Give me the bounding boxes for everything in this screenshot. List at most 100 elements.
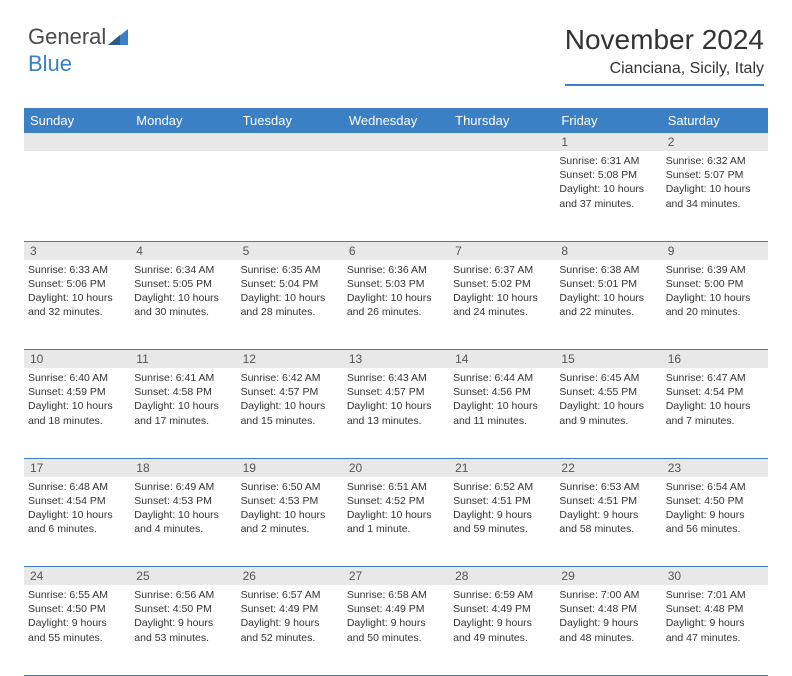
brand-part2: Blue [28,51,72,76]
day-details: Sunrise: 6:48 AMSunset: 4:54 PMDaylight:… [24,477,130,541]
sunrise-text: Sunrise: 6:38 AM [559,263,657,277]
day-cell: Sunrise: 6:36 AMSunset: 5:03 PMDaylight:… [343,260,449,350]
day-cell [130,151,236,241]
day-number: 6 [343,241,449,260]
sunset-text: Sunset: 4:50 PM [134,602,232,616]
sunrise-text: Sunrise: 6:36 AM [347,263,445,277]
day-details: Sunrise: 6:52 AMSunset: 4:51 PMDaylight:… [449,477,555,541]
day-details: Sunrise: 6:41 AMSunset: 4:58 PMDaylight:… [130,368,236,432]
day-number: 11 [130,350,236,369]
day-details: Sunrise: 6:34 AMSunset: 5:05 PMDaylight:… [130,260,236,324]
daylight-text: Daylight: 9 hours and 50 minutes. [347,616,445,644]
day-cell: Sunrise: 6:40 AMSunset: 4:59 PMDaylight:… [24,368,130,458]
sunset-text: Sunset: 5:07 PM [666,168,764,182]
sunrise-text: Sunrise: 6:39 AM [666,263,764,277]
sunrise-text: Sunrise: 6:34 AM [134,263,232,277]
day-cell: Sunrise: 6:44 AMSunset: 4:56 PMDaylight:… [449,368,555,458]
day-cell: Sunrise: 6:32 AMSunset: 5:07 PMDaylight:… [662,151,768,241]
day-number-row: 12 [24,133,768,151]
sunset-text: Sunset: 5:06 PM [28,277,126,291]
day-content-row: Sunrise: 6:40 AMSunset: 4:59 PMDaylight:… [24,368,768,458]
day-number: 12 [237,350,343,369]
day-number: 14 [449,350,555,369]
sunrise-text: Sunrise: 6:41 AM [134,371,232,385]
month-title: November 2024 [565,24,764,56]
day-details: Sunrise: 6:35 AMSunset: 5:04 PMDaylight:… [237,260,343,324]
day-number [130,133,236,151]
day-number: 2 [662,133,768,151]
day-number: 19 [237,458,343,477]
daylight-text: Daylight: 9 hours and 56 minutes. [666,508,764,536]
weekday-header: Wednesday [343,108,449,133]
sunset-text: Sunset: 4:49 PM [347,602,445,616]
day-details: Sunrise: 6:43 AMSunset: 4:57 PMDaylight:… [343,368,449,432]
day-details: Sunrise: 6:31 AMSunset: 5:08 PMDaylight:… [555,151,661,215]
sunrise-text: Sunrise: 6:55 AM [28,588,126,602]
daylight-text: Daylight: 10 hours and 7 minutes. [666,399,764,427]
day-number: 26 [237,567,343,586]
day-number [237,133,343,151]
sunrise-text: Sunrise: 6:31 AM [559,154,657,168]
location-label: Cianciana, Sicily, Italy [565,60,764,86]
brand-part1: General [28,24,106,49]
daylight-text: Daylight: 9 hours and 49 minutes. [453,616,551,644]
sunset-text: Sunset: 4:55 PM [559,385,657,399]
sunset-text: Sunset: 4:56 PM [453,385,551,399]
weekday-header-row: SundayMondayTuesdayWednesdayThursdayFrid… [24,108,768,133]
sunset-text: Sunset: 5:00 PM [666,277,764,291]
day-number: 30 [662,567,768,586]
daylight-text: Daylight: 10 hours and 1 minute. [347,508,445,536]
day-cell: Sunrise: 6:50 AMSunset: 4:53 PMDaylight:… [237,477,343,567]
day-cell [343,151,449,241]
daylight-text: Daylight: 10 hours and 2 minutes. [241,508,339,536]
sunrise-text: Sunrise: 6:51 AM [347,480,445,494]
sunset-text: Sunset: 5:01 PM [559,277,657,291]
day-cell: Sunrise: 6:49 AMSunset: 4:53 PMDaylight:… [130,477,236,567]
sunset-text: Sunset: 4:50 PM [28,602,126,616]
daylight-text: Daylight: 10 hours and 37 minutes. [559,182,657,210]
day-details: Sunrise: 6:58 AMSunset: 4:49 PMDaylight:… [343,585,449,649]
sunset-text: Sunset: 4:54 PM [666,385,764,399]
day-details: Sunrise: 6:38 AMSunset: 5:01 PMDaylight:… [555,260,661,324]
sunrise-text: Sunrise: 6:47 AM [666,371,764,385]
day-cell: Sunrise: 6:52 AMSunset: 4:51 PMDaylight:… [449,477,555,567]
sunrise-text: Sunrise: 6:53 AM [559,480,657,494]
day-cell: Sunrise: 6:31 AMSunset: 5:08 PMDaylight:… [555,151,661,241]
day-cell: Sunrise: 6:43 AMSunset: 4:57 PMDaylight:… [343,368,449,458]
day-number: 16 [662,350,768,369]
day-cell [237,151,343,241]
sunset-text: Sunset: 4:51 PM [453,494,551,508]
day-number: 23 [662,458,768,477]
day-cell: Sunrise: 6:37 AMSunset: 5:02 PMDaylight:… [449,260,555,350]
day-details: Sunrise: 6:47 AMSunset: 4:54 PMDaylight:… [662,368,768,432]
logo-triangle-icon [108,25,128,51]
weekday-header: Sunday [24,108,130,133]
sunrise-text: Sunrise: 6:59 AM [453,588,551,602]
daylight-text: Daylight: 10 hours and 18 minutes. [28,399,126,427]
day-content-row: Sunrise: 6:33 AMSunset: 5:06 PMDaylight:… [24,260,768,350]
brand-logo: General Blue [28,24,128,77]
sunrise-text: Sunrise: 6:43 AM [347,371,445,385]
day-number: 8 [555,241,661,260]
daylight-text: Daylight: 10 hours and 9 minutes. [559,399,657,427]
sunset-text: Sunset: 4:53 PM [241,494,339,508]
sunset-text: Sunset: 4:57 PM [241,385,339,399]
daylight-text: Daylight: 9 hours and 52 minutes. [241,616,339,644]
sunset-text: Sunset: 5:05 PM [134,277,232,291]
day-cell: Sunrise: 6:48 AMSunset: 4:54 PMDaylight:… [24,477,130,567]
weekday-header: Tuesday [237,108,343,133]
day-details: Sunrise: 6:57 AMSunset: 4:49 PMDaylight:… [237,585,343,649]
weekday-header: Monday [130,108,236,133]
day-cell: Sunrise: 6:47 AMSunset: 4:54 PMDaylight:… [662,368,768,458]
day-cell: Sunrise: 6:34 AMSunset: 5:05 PMDaylight:… [130,260,236,350]
sunset-text: Sunset: 4:49 PM [241,602,339,616]
day-details: Sunrise: 6:49 AMSunset: 4:53 PMDaylight:… [130,477,236,541]
day-cell: Sunrise: 6:55 AMSunset: 4:50 PMDaylight:… [24,585,130,675]
daylight-text: Daylight: 10 hours and 15 minutes. [241,399,339,427]
day-details: Sunrise: 6:45 AMSunset: 4:55 PMDaylight:… [555,368,661,432]
weekday-header: Thursday [449,108,555,133]
sunset-text: Sunset: 5:03 PM [347,277,445,291]
daylight-text: Daylight: 10 hours and 26 minutes. [347,291,445,319]
day-number: 3 [24,241,130,260]
sunrise-text: Sunrise: 6:54 AM [666,480,764,494]
